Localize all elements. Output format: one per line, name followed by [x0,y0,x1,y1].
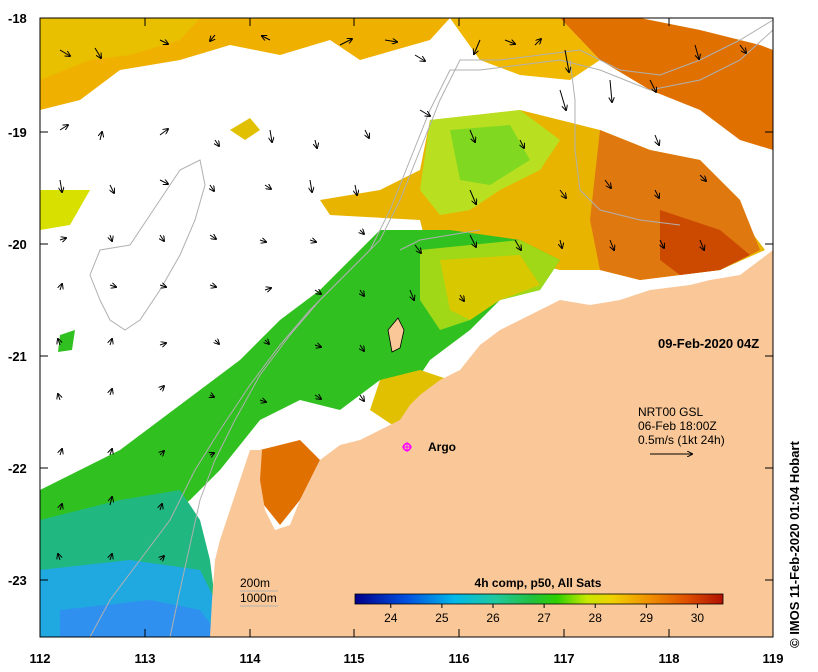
colorbar-ticks: 24 25 26 27 28 29 30 [384,604,704,625]
argo-marker [402,442,412,452]
longitude-labels: 112 113 114 115 116 117 118 119 [30,651,784,666]
lat-tick: -23 [8,573,27,588]
lat-tick: -18 [8,11,27,26]
lon-tick: 114 [240,651,262,666]
credit-text: © IMOS 11-Feb-2020 01:04 Hobart [787,441,802,648]
lon-tick: 117 [554,651,575,666]
colorbar-tick-label: 24 [384,611,398,625]
depth-legend: 200m 1000m [240,576,278,607]
lon-tick: 113 [135,651,156,666]
map-frame [39,17,774,638]
lat-tick: -19 [8,125,27,140]
colorbar-tick-label: 29 [640,611,654,625]
current-time: 06-Feb 18:00Z [638,419,717,433]
colorbar-tick-label: 28 [589,611,603,625]
lon-tick: 116 [449,651,470,666]
current-scale: 0.5m/s (1kt 24h) [638,433,725,447]
current-scale-legend: NRT00 GSL 06-Feb 18:00Z 0.5m/s (1kt 24h) [638,405,725,454]
axis-ticks [39,17,774,637]
colorbar: 4h comp, p50, All Sats 24 25 26 27 28 29 30 [354,576,724,625]
lat-tick: -21 [8,349,27,364]
argo-label: Argo [428,440,456,454]
lon-tick: 112 [30,651,51,666]
depth-200-label: 200m [240,576,270,590]
current-arrows [58,34,746,560]
map-panel [40,18,773,637]
colorbar-tick-label: 27 [537,611,551,625]
lat-tick: -20 [8,237,27,252]
colorbar-tick-label: 26 [486,611,500,625]
lon-tick: 119 [763,651,784,666]
colorbar-title: 4h comp, p50, All Sats [475,576,602,590]
colorbar-tick-label: 30 [691,611,705,625]
current-source: NRT00 GSL [638,405,703,419]
land [210,250,773,637]
colorbar-tick-label: 25 [435,611,449,625]
island [387,317,405,353]
lon-tick: 118 [659,651,680,666]
lat-tick: -22 [8,461,27,476]
sst-field [40,18,773,637]
latitude-labels: -18 -19 -20 -21 -22 -23 [8,11,27,588]
depth-1000-label: 1000m [240,591,277,605]
lon-tick: 115 [344,651,365,666]
isobaths [89,19,773,637]
map-timestamp: 09-Feb-2020 04Z [658,336,759,351]
